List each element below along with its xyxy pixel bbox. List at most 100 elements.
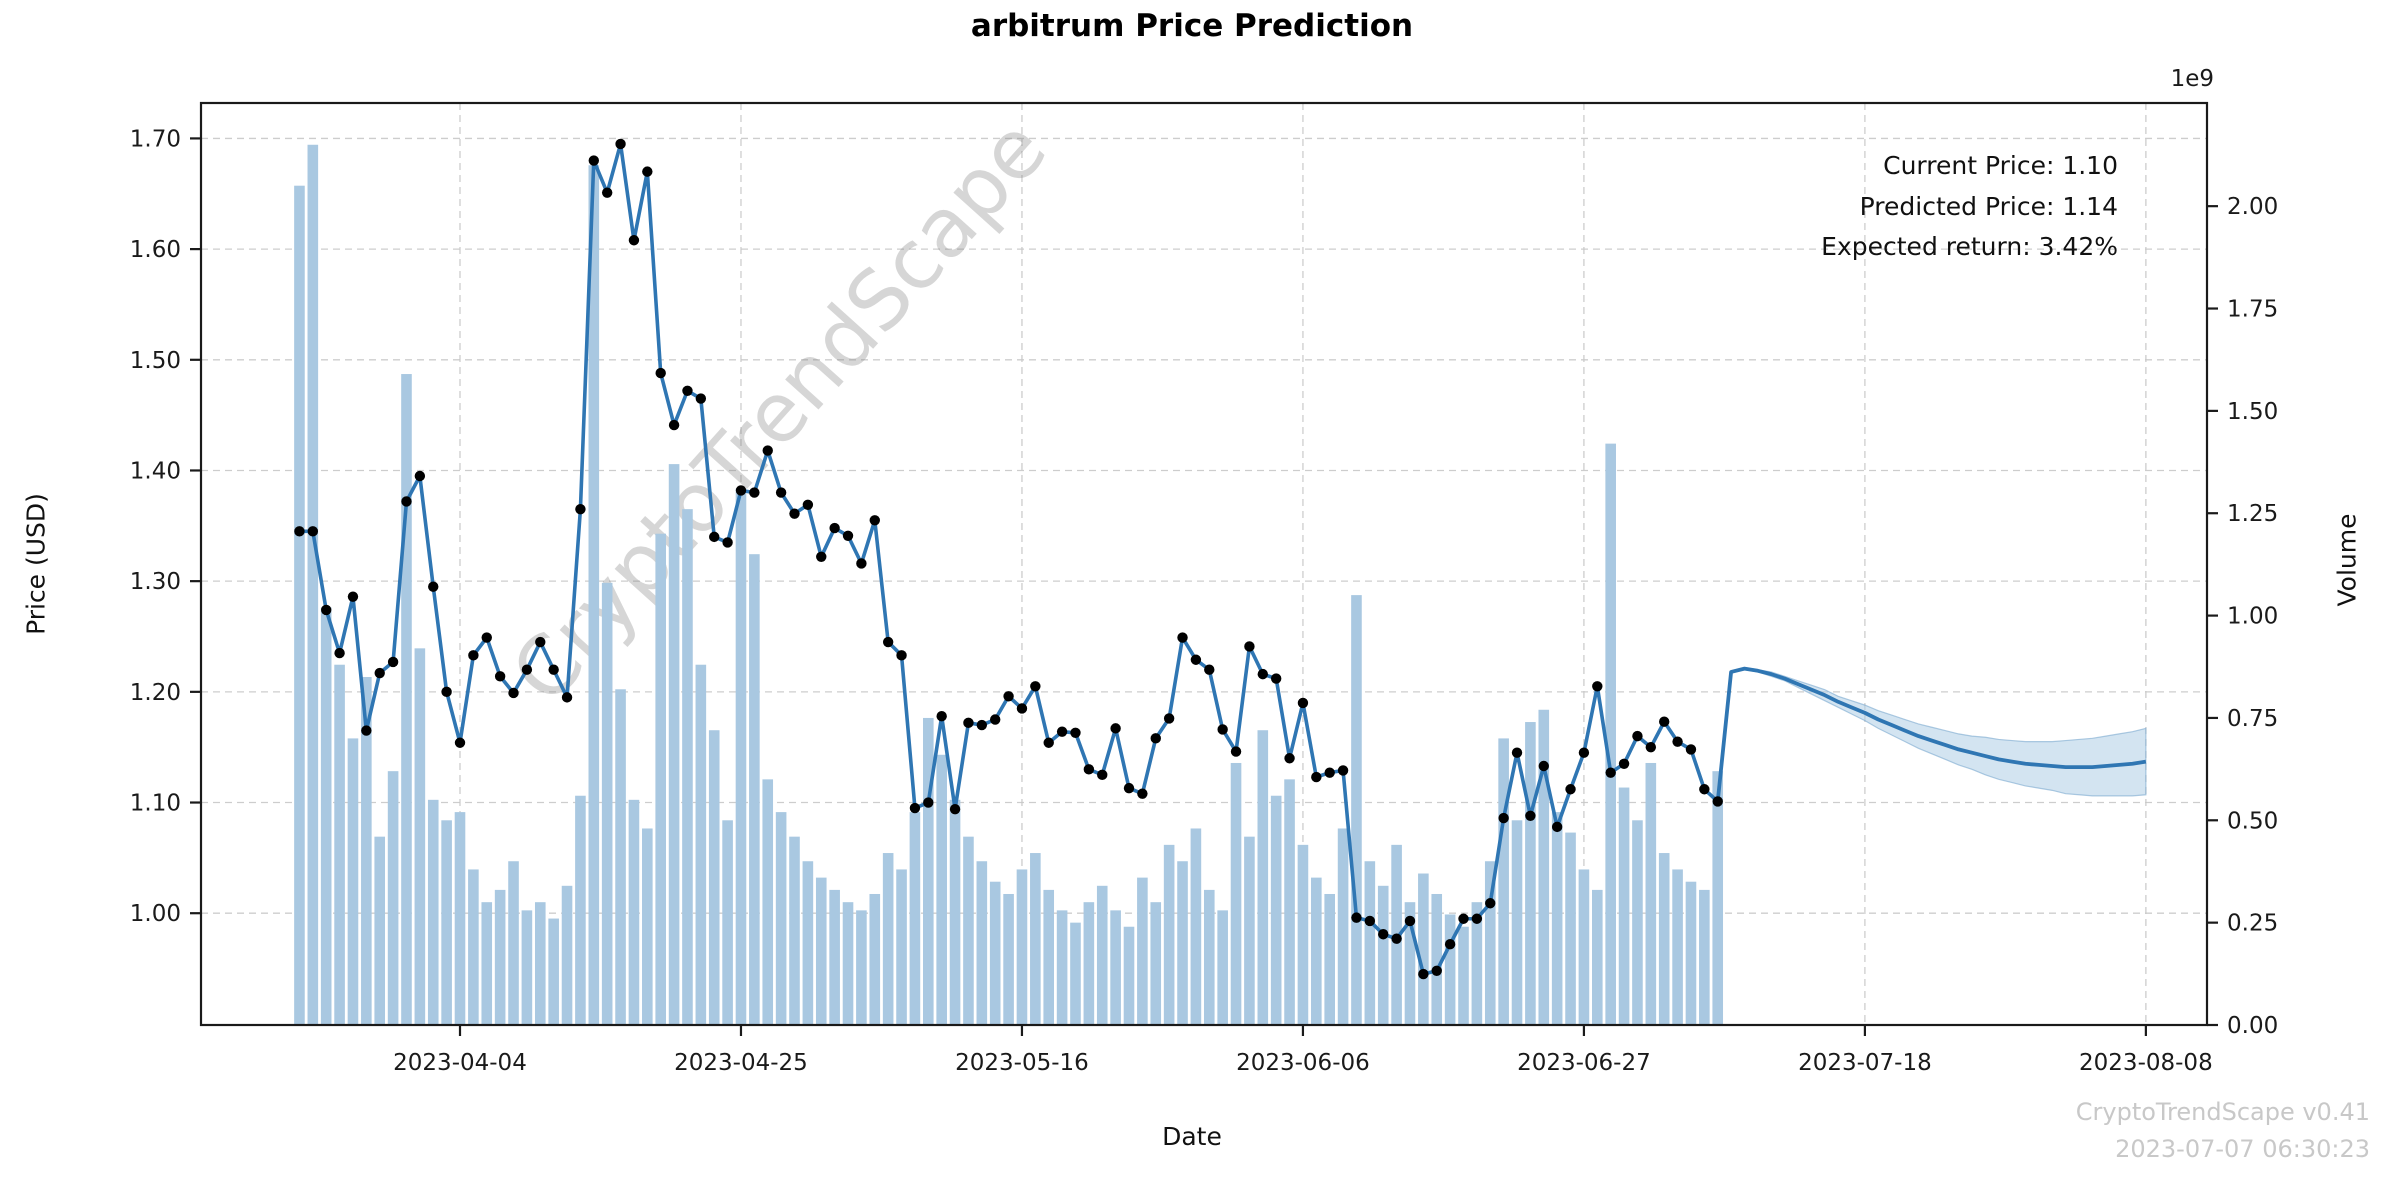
price-tick-label: 1.60: [130, 237, 181, 263]
footer: CryptoTrendScape v0.41 2023-07-07 06:30:…: [2076, 1094, 2370, 1168]
price-marker: [1418, 968, 1429, 980]
price-marker: [1043, 737, 1054, 748]
volume-bar: [561, 885, 573, 1025]
volume-bar: [1672, 869, 1683, 1025]
volume-bar: [1658, 853, 1670, 1025]
price-marker: [1257, 668, 1269, 680]
volume-bar: [1525, 722, 1536, 1025]
price-marker: [682, 385, 693, 396]
volume-bar: [1270, 795, 1282, 1025]
volume-bar: [762, 779, 774, 1025]
price-marker: [1030, 681, 1041, 692]
price-marker: [334, 647, 345, 659]
price-marker: [990, 714, 1001, 725]
volume-tick-label: 0.75: [2227, 706, 2278, 732]
volume-bar: [588, 165, 600, 1026]
volume-bar: [842, 902, 854, 1025]
price-marker: [762, 445, 773, 456]
price-marker: [1204, 664, 1215, 675]
volume-bar: [1484, 861, 1496, 1025]
price-marker: [1551, 821, 1563, 833]
volume-bar: [494, 889, 506, 1025]
volume-bar: [1070, 922, 1081, 1025]
price-tick-label: 1.20: [130, 680, 181, 706]
date-tick-label: 2023-08-08: [2079, 1050, 2213, 1076]
volume-bar: [1645, 762, 1657, 1025]
predicted-price-text: Predicted Price: 1.14: [1859, 191, 2118, 221]
volume-bar: [1230, 762, 1242, 1025]
price-marker: [1578, 747, 1590, 758]
volume-bar: [642, 828, 653, 1025]
volume-bar: [1618, 787, 1630, 1025]
price-marker: [374, 667, 385, 679]
price-marker: [909, 802, 921, 814]
price-marker: [1699, 784, 1710, 795]
volume-bar: [1565, 832, 1576, 1025]
volume-bar: [1324, 893, 1335, 1025]
price-marker: [1632, 730, 1643, 742]
price-axis-label: Price (USD): [21, 493, 51, 635]
price-markers: [294, 138, 1723, 980]
price-marker: [615, 138, 626, 150]
volume-bar: [989, 881, 1001, 1025]
volume-bar: [1177, 861, 1188, 1025]
volume-bar: [1444, 914, 1456, 1025]
price-marker: [307, 526, 319, 537]
axis-ticks: [190, 137, 2218, 1036]
price-marker: [601, 187, 613, 198]
volume-bar: [802, 861, 814, 1025]
price-marker: [294, 526, 305, 537]
date-tick-label: 2023-07-18: [1798, 1050, 1932, 1076]
app-version-text: CryptoTrendScape v0.41: [2075, 1098, 2370, 1126]
price-marker: [1364, 915, 1376, 927]
volume-tick-label: 2.00: [2227, 194, 2278, 220]
price-marker: [1270, 673, 1282, 684]
price-marker: [521, 664, 533, 675]
price-marker: [1498, 812, 1509, 824]
price-marker: [722, 537, 733, 548]
volume-bar: [1056, 910, 1068, 1025]
date-tick-label: 2023-04-04: [393, 1050, 527, 1076]
volume-bar: [1137, 877, 1148, 1025]
price-marker: [949, 803, 961, 815]
price-marker: [1685, 744, 1697, 755]
volume-bar: [1043, 889, 1055, 1025]
price-marker: [575, 504, 586, 515]
volume-bar: [1203, 889, 1215, 1025]
volume-bar: [708, 730, 720, 1025]
price-marker: [1083, 764, 1095, 775]
price-marker: [976, 719, 988, 731]
price-marker: [1137, 788, 1148, 799]
volume-bar: [374, 836, 386, 1025]
volume-tick-label: 1.25: [2227, 501, 2278, 527]
volume-bar: [1217, 910, 1228, 1025]
price-marker: [1097, 769, 1108, 781]
price-marker: [1471, 913, 1483, 924]
price-marker: [1003, 691, 1014, 702]
price-marker: [923, 797, 934, 808]
volume-bar: [1431, 893, 1443, 1025]
volume-bar: [1297, 844, 1309, 1025]
volume-tick-label: 0.00: [2227, 1013, 2278, 1039]
current-price-text: Current Price: 1.10: [1883, 151, 2118, 180]
price-marker: [414, 470, 426, 482]
volume-tick-label: 0.50: [2227, 808, 2278, 834]
price-marker: [468, 650, 479, 661]
volume-bar: [1498, 738, 1509, 1025]
price-marker: [387, 656, 399, 668]
price-marker: [1016, 703, 1028, 714]
price-marker: [321, 604, 332, 616]
volume-bar: [1632, 820, 1643, 1025]
price-marker: [1659, 716, 1670, 727]
price-marker: [1110, 723, 1121, 734]
volume-bar: [1712, 771, 1724, 1025]
volume-bar: [936, 754, 947, 1025]
volume-bar: [1364, 861, 1376, 1025]
price-marker: [1244, 641, 1255, 652]
volume-bars: [294, 144, 1724, 1026]
price-marker: [1712, 796, 1723, 807]
volume-tick-labels: 0.00 0.25 0.50 0.75 1.00 1.25 1.50 1.75 2.00: [2227, 194, 2278, 1039]
price-marker: [1538, 760, 1549, 772]
price-marker: [642, 166, 653, 177]
price-marker: [735, 485, 747, 496]
